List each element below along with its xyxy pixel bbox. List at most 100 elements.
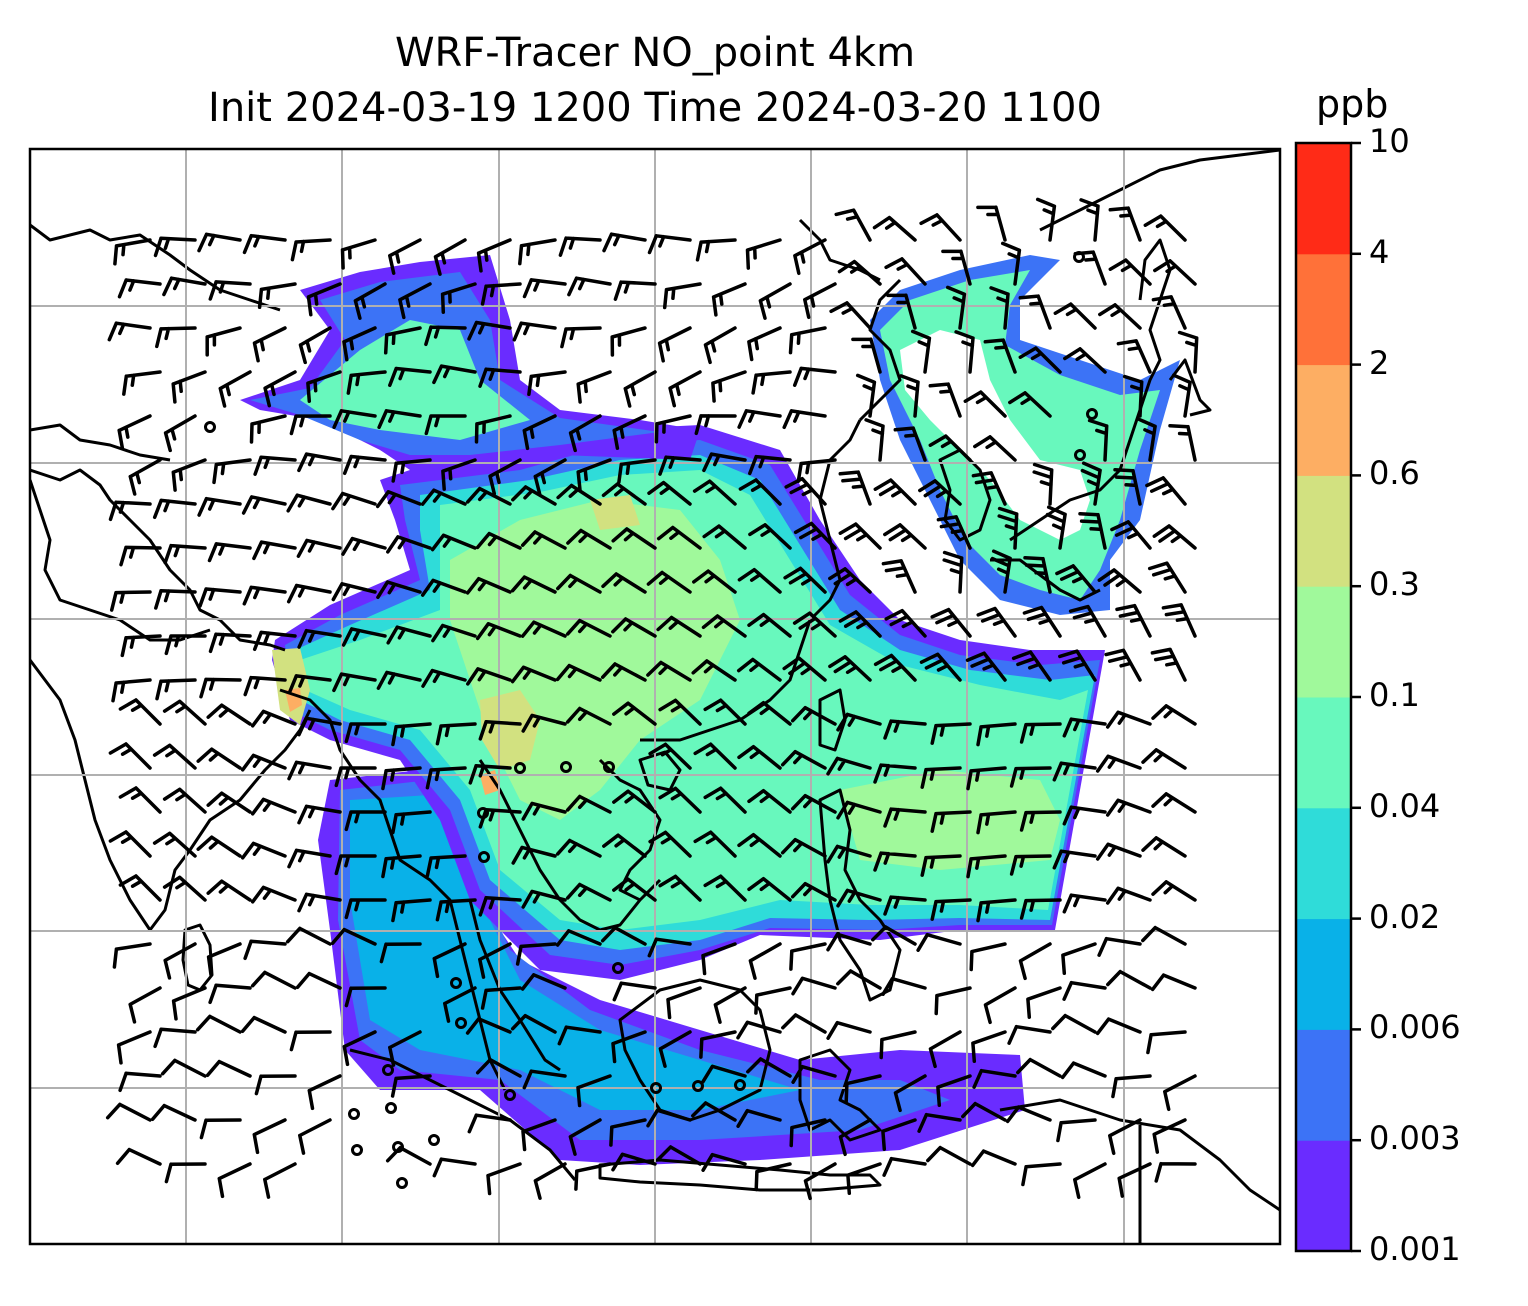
wind-barb (218, 370, 252, 408)
wind-barb (430, 533, 477, 552)
wind-barb (557, 1025, 602, 1046)
wind-barb (297, 452, 342, 473)
wind-barb (613, 280, 657, 301)
wind-barb (334, 854, 377, 876)
coastlines (30, 149, 1280, 1244)
wind-barb (425, 766, 467, 790)
wind-barb (510, 1013, 557, 1034)
wind-barb (521, 1118, 557, 1152)
wind-barb (286, 493, 332, 513)
map-panel (30, 149, 1280, 1244)
wind-barb (341, 536, 387, 556)
wind-barb (391, 458, 432, 483)
wind-barb (295, 971, 342, 990)
wind-barb (1009, 766, 1052, 788)
wind-barb (515, 942, 557, 966)
wind-barb (286, 583, 332, 604)
wind-barb (1161, 603, 1197, 638)
wind-barb (612, 877, 657, 902)
wind-barb (784, 476, 827, 506)
wind-calm-marker (1086, 408, 1098, 420)
wind-barb (792, 366, 837, 387)
wind-barb (838, 1118, 872, 1157)
wind-barb (1045, 505, 1067, 550)
wind-barb (162, 875, 207, 902)
wind-barb (565, 618, 612, 638)
wind-barb (658, 874, 702, 902)
wind-barb (391, 898, 432, 923)
wind-barb (945, 285, 967, 330)
wind-barb (465, 576, 512, 595)
wind-barb (289, 1030, 332, 1052)
wind-barb (1018, 346, 1062, 374)
wind-barb (954, 330, 975, 374)
wind-calm-marker (478, 851, 490, 863)
wind-barb (565, 794, 612, 814)
wind-barb (656, 525, 702, 550)
wind-barb (521, 889, 567, 909)
wind-barb (466, 667, 512, 686)
wind-barb (701, 1064, 747, 1084)
wind-barb (989, 286, 1010, 330)
wind-barb (197, 232, 242, 253)
wind-barb (796, 458, 837, 483)
wind-barb (435, 722, 477, 746)
wind-barb (747, 788, 792, 814)
wind-barb (441, 458, 477, 491)
wind-barb (556, 483, 602, 506)
wind-barb (1098, 303, 1142, 330)
wind-barb (196, 747, 242, 770)
wind-barb (976, 606, 1017, 638)
coast-japan (1009, 238, 1172, 542)
wind-barb (388, 366, 432, 388)
wind-barb (983, 986, 1017, 1025)
wind-barb (512, 321, 557, 342)
wind-barb (748, 942, 782, 980)
wind-barb (1154, 1161, 1197, 1183)
wind-calm-marker (1074, 449, 1086, 461)
colorbar-segment (1296, 1029, 1351, 1141)
wind-barb (1087, 418, 1109, 462)
wind-barb (966, 766, 1007, 791)
plume-hot-1 (480, 690, 540, 770)
wind-barb (153, 236, 197, 258)
wind-barb (566, 528, 612, 550)
wind-barb (208, 280, 252, 301)
wind-barb (152, 498, 197, 520)
wind-barb (611, 1152, 657, 1172)
wind-barb (612, 789, 657, 814)
wind-barb (252, 1118, 287, 1155)
wind-barb (713, 986, 747, 1024)
wind-barb (961, 1101, 1007, 1122)
wind-barb (656, 615, 702, 638)
colorbar-tick-label: 0.6 (1369, 454, 1420, 493)
coast-taiwan (818, 688, 847, 752)
wind-barb (837, 259, 882, 286)
wind-barb (737, 744, 782, 770)
wind-barb (307, 1074, 342, 1111)
wind-barb (976, 722, 1017, 747)
wind-barb (1062, 893, 1107, 914)
coast-philippines (818, 788, 902, 1002)
wind-barb (521, 801, 567, 821)
wind-barb (648, 830, 692, 858)
wind-barb (250, 970, 297, 990)
wind-barb (826, 1020, 872, 1040)
wind-barb (1110, 520, 1152, 550)
colorbar-segment (1296, 1140, 1351, 1252)
wind-barb (1143, 214, 1187, 242)
wind-barb (782, 656, 827, 682)
wind-barb (658, 455, 702, 476)
coast-burma (279, 688, 507, 1091)
wind-barb (344, 810, 387, 832)
colorbar-segment (1296, 253, 1351, 366)
wind-barb (478, 942, 512, 979)
wind-barb (965, 651, 1007, 682)
wind-barb (330, 927, 377, 946)
wind-barb (916, 932, 962, 952)
wind-barb (790, 793, 837, 814)
wind-barb (108, 742, 152, 770)
coast-srilanka (181, 923, 214, 992)
wind-barb (1141, 836, 1187, 858)
